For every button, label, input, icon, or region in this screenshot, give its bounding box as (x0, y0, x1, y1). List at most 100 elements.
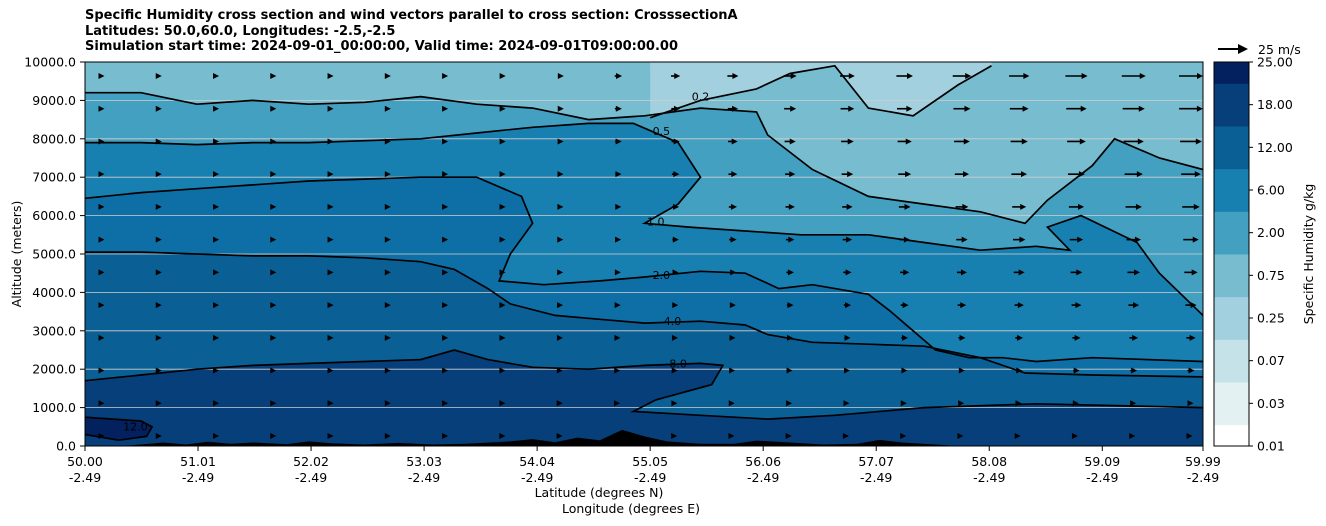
wind-vector (442, 334, 449, 341)
wind-vector (1124, 171, 1143, 178)
wind-vector-head (672, 302, 679, 309)
wind-vector-head (906, 105, 913, 112)
wind-vector-head (615, 138, 622, 145)
wind-vector (384, 334, 391, 341)
wind-vector (1072, 334, 1081, 341)
wind-vector (785, 203, 795, 210)
wind-vector (98, 269, 105, 276)
wind-vector-head (499, 105, 506, 112)
wind-vector-head (847, 171, 854, 178)
colorbar-cell (1214, 211, 1249, 234)
wind-vector (727, 73, 739, 79)
wind-vector-head (155, 367, 162, 374)
wind-vector (270, 73, 277, 79)
y-tick-label: 6000.0 (32, 208, 76, 223)
wind-vector (155, 334, 162, 341)
wind-vector-head (964, 105, 971, 112)
wind-vector-head (155, 400, 162, 407)
wind-vector (213, 334, 220, 341)
wind-vector-head (270, 105, 277, 112)
wind-vector-head (1132, 334, 1139, 341)
wind-vector-head (557, 138, 564, 145)
wind-vector (327, 269, 334, 276)
wind-vector-head (384, 269, 391, 276)
wind-vector (270, 334, 277, 341)
wind-vector-head (1020, 203, 1027, 210)
wind-vector-head (1130, 400, 1137, 407)
wind-vector-head (614, 400, 621, 407)
wind-vector (954, 171, 970, 178)
wind-vector-head (1023, 73, 1030, 79)
wind-vector-head (1136, 171, 1143, 178)
wind-vector (954, 138, 970, 145)
wind-vector (1187, 400, 1194, 407)
wind-vector-head (499, 433, 506, 439)
wind-vector (671, 367, 678, 374)
wind-vector-head (98, 73, 105, 79)
wind-vector-head (904, 203, 911, 210)
wind-vector-head (671, 367, 678, 374)
wind-vector-head (499, 73, 506, 79)
wind-vector-head (1129, 433, 1136, 439)
wind-vector (728, 400, 735, 407)
wind-vector (155, 433, 162, 439)
wind-vector (213, 302, 220, 309)
x-tick-label-lon: -2.49 (973, 470, 1005, 485)
wind-vector (384, 367, 391, 374)
wind-vector-head (499, 236, 506, 243)
wind-vector (671, 171, 680, 178)
wind-vector-head (270, 236, 277, 243)
wind-vector (327, 105, 334, 112)
colorbar-tick-label: 25.00 (1257, 55, 1293, 70)
wind-vector-head (442, 433, 449, 439)
wind-vector (1179, 105, 1203, 112)
wind-vector (327, 236, 334, 243)
wind-vector-head (671, 433, 678, 439)
wind-vector (499, 367, 506, 374)
wind-vector (729, 367, 736, 374)
x-tick-label-lon: -2.49 (634, 470, 666, 485)
wind-vector (843, 400, 850, 407)
wind-vector-head (901, 367, 908, 374)
y-tick-label: 3000.0 (32, 323, 76, 338)
wind-vector (499, 334, 506, 341)
wind-vector (557, 269, 564, 276)
wind-vector-head (788, 203, 795, 210)
wind-vector (613, 433, 620, 439)
wind-vector-head (556, 334, 563, 341)
wind-vector (1183, 236, 1199, 243)
wind-vector-head (499, 203, 506, 210)
wind-vector-head (213, 433, 220, 439)
wind-vector-head (327, 236, 334, 243)
colorbar-cell (1214, 190, 1249, 212)
wind-vector (556, 367, 563, 374)
wind-vector-head (900, 400, 907, 407)
contour-line-1-0 (85, 122, 1203, 317)
wind-vector-head (728, 400, 735, 407)
wind-vector-head (613, 433, 620, 439)
wind-vector (729, 334, 736, 341)
wind-vector-head (98, 203, 105, 210)
wind-vector (957, 433, 964, 439)
wind-vector (557, 203, 564, 210)
wind-vector (213, 105, 220, 112)
wind-vector (614, 400, 621, 407)
y-tick-label: 10000.0 (24, 55, 76, 70)
wind-vector-head (614, 302, 621, 309)
wind-vector-head (155, 236, 162, 243)
wind-vector-head (1192, 236, 1199, 243)
wind-vector (614, 269, 621, 276)
wind-vector-head (384, 171, 391, 178)
wind-vector (98, 367, 105, 374)
wind-vector (728, 171, 738, 178)
wind-vector (671, 433, 678, 439)
wind-vector (1122, 105, 1145, 112)
wind-vector (384, 73, 391, 79)
wind-vector-head (442, 105, 449, 112)
wind-vector-head (671, 334, 678, 341)
colorbar-cell (1214, 254, 1249, 276)
wind-vector-head (327, 171, 334, 178)
wind-vector-head (1189, 334, 1196, 341)
wind-vector-head (270, 302, 277, 309)
colorbar-cell (1214, 168, 1249, 191)
